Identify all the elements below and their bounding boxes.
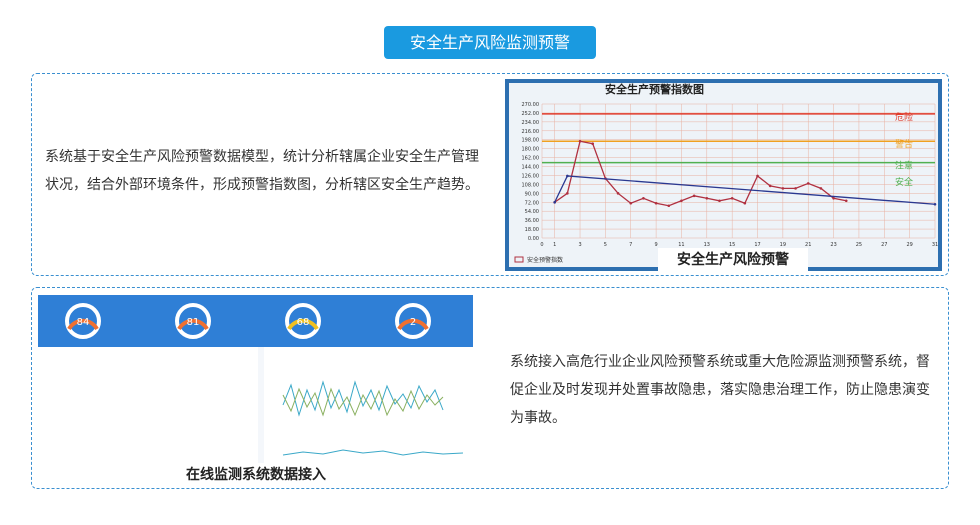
- point: [933, 202, 937, 206]
- point: [756, 174, 759, 178]
- x-tick-label: 21: [805, 242, 811, 248]
- x-tick-label: 25: [856, 242, 862, 248]
- image-caption: 安全生产风险预警: [658, 248, 808, 272]
- point: [743, 201, 747, 205]
- point: [591, 142, 595, 146]
- gauge-arc: [177, 318, 209, 331]
- point: [705, 196, 709, 200]
- x-tick-label: 15: [729, 242, 735, 248]
- point: [718, 199, 721, 203]
- gauge-arc: [287, 318, 319, 331]
- point: [642, 196, 645, 200]
- chart-image: 安全生产预警指数图0.0018.0036.0054.0072.0090.0010…: [505, 79, 942, 271]
- x-tick-label: 11: [678, 242, 684, 248]
- x-tick-label: 13: [704, 242, 710, 248]
- x-tick-label: 5: [604, 242, 607, 248]
- point: [629, 201, 633, 205]
- legend-swatch: [514, 256, 524, 263]
- x-tick-label: 17: [754, 242, 760, 248]
- gauge-value: 84: [77, 317, 90, 328]
- dashboard-image: 84 81 68 2: [38, 295, 473, 483]
- level-label: 危险: [895, 111, 913, 123]
- x-tick-label: 3: [578, 242, 581, 248]
- x-tick-label: 23: [830, 242, 836, 248]
- x-tick-label: 29: [906, 242, 912, 248]
- y-tick-label: 216.00: [522, 129, 540, 135]
- series-line: [554, 140, 847, 207]
- point: [692, 194, 696, 198]
- gauge-value: 2: [410, 317, 416, 328]
- level-label: 警告: [895, 138, 913, 150]
- y-tick-label: 162.00: [522, 156, 540, 162]
- legend-label: 安全预警指数: [527, 256, 563, 264]
- gauge: [285, 303, 321, 339]
- x-tick-label: 19: [780, 242, 786, 248]
- point: [768, 184, 772, 188]
- y-tick-label: 108.00: [522, 182, 540, 188]
- y-tick-label: 270.00: [522, 102, 540, 108]
- point: [566, 174, 569, 178]
- point: [806, 182, 810, 185]
- point: [654, 201, 658, 205]
- y-tick-label: 18.00: [525, 227, 539, 233]
- point: [616, 192, 620, 195]
- y-tick-label: 144.00: [522, 165, 540, 171]
- x-tick-label: 7: [629, 242, 632, 248]
- point: [730, 196, 734, 200]
- y-tick-label: 54.00: [525, 209, 539, 215]
- y-tick-label: 252.00: [522, 111, 540, 117]
- level-label: 注意: [895, 160, 913, 172]
- y-tick-label: 36.00: [525, 218, 539, 224]
- x-tick-label: 27: [881, 242, 887, 248]
- x-tick-label: 1: [553, 242, 556, 248]
- x-tick-label: 0: [540, 242, 543, 248]
- point: [832, 196, 835, 200]
- point: [553, 200, 556, 204]
- y-tick-label: 180.00: [522, 147, 540, 153]
- y-tick-label: 90.00: [525, 191, 539, 197]
- point: [578, 139, 582, 143]
- gauge: [175, 303, 211, 339]
- point: [819, 187, 823, 190]
- gauge: [65, 303, 101, 339]
- y-tick-label: 0.00: [528, 236, 539, 242]
- gauge: [395, 303, 431, 339]
- image-caption: 在线监测系统数据接入: [172, 463, 340, 487]
- panel: [31, 73, 949, 276]
- point: [566, 192, 569, 195]
- y-tick-label: 234.00: [522, 120, 540, 126]
- point: [667, 204, 671, 208]
- point: [794, 187, 797, 190]
- chart-title: 安全生产预警指数图: [605, 82, 704, 96]
- y-tick-label: 126.00: [522, 173, 540, 179]
- point: [680, 199, 683, 203]
- title-pill: 安全生产风险监测预警: [384, 26, 596, 59]
- gauge-arc: [397, 318, 429, 331]
- panel: [31, 287, 949, 489]
- x-tick-label: 9: [655, 242, 658, 248]
- gauge-value: 81: [187, 317, 200, 328]
- level-label: 安全: [895, 176, 913, 188]
- plot-background: [509, 83, 938, 267]
- gauge-value: 68: [297, 317, 310, 328]
- description: 系统基于安全生产风险预警数据模型，统计分析辖属企业安全生产管理状况，结合外部环境…: [45, 149, 479, 193]
- point: [844, 199, 848, 203]
- description: 系统接入高危行业企业风险预警系统或重大危险源监测预警系统，督促企业及时发现并处置…: [510, 354, 930, 426]
- y-tick-label: 72.00: [525, 200, 539, 206]
- x-tick-label: 31: [932, 242, 938, 248]
- gauge-arc: [67, 318, 99, 331]
- y-tick-label: 198.00: [522, 138, 540, 144]
- point: [781, 187, 785, 190]
